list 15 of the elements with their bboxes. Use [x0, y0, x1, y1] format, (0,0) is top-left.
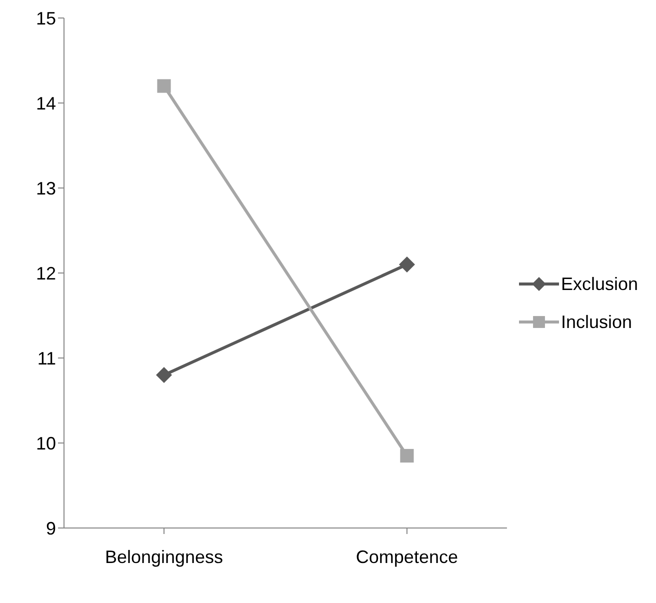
y-tick-label: 9: [46, 518, 56, 538]
legend-label: Exclusion: [560, 274, 638, 294]
y-tick-label: 13: [36, 178, 56, 198]
x-tick-label: Competence: [356, 546, 458, 567]
point: [157, 79, 171, 93]
y-tick-label: 10: [36, 433, 56, 454]
x-tick-label: Belongingness: [104, 546, 224, 567]
point: [156, 367, 172, 383]
y-tick-label: 15: [36, 8, 56, 28]
y-tick-label: 12: [36, 263, 56, 284]
y-tick-label: 11: [37, 348, 56, 368]
legend-label: Inclusion: [560, 312, 632, 332]
y-tick-label: 14: [36, 93, 56, 114]
point: [398, 256, 415, 272]
point: [400, 448, 414, 463]
